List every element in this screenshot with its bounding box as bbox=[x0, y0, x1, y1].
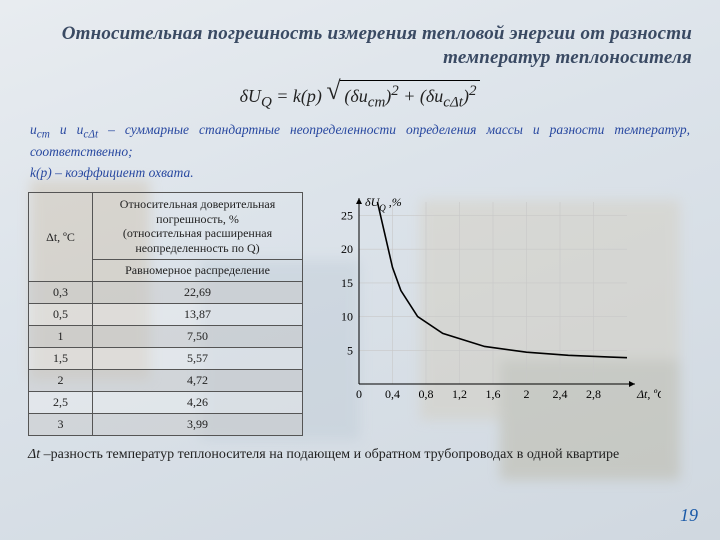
page-number: 19 bbox=[680, 505, 698, 526]
svg-text:5: 5 bbox=[347, 344, 353, 358]
table-row: 2,54,26 bbox=[29, 391, 303, 413]
table-row: 33,99 bbox=[29, 413, 303, 435]
svg-text:Δt, ºC: Δt, ºC bbox=[636, 387, 661, 401]
table-header-dt: Δt, ºC bbox=[29, 193, 93, 282]
uncertainty-chart: 0 0,4 0,8 1,2 1,6 2 2,4 2,8 5 10 15 20 25 δUQ ,% Δt, º… bbox=[321, 192, 661, 412]
main-formula: δUQ = k(p) √ (δucm)2 + (δucΔt)2 bbox=[28, 80, 692, 112]
cell-val: 4,26 bbox=[93, 391, 303, 413]
svg-text:δUQ ,%: δUQ ,% bbox=[365, 195, 402, 213]
cell-dt: 0,5 bbox=[29, 303, 93, 325]
svg-text:15: 15 bbox=[341, 276, 353, 290]
svg-text:1,2: 1,2 bbox=[452, 387, 467, 401]
footnote-dt: Δt –разность температур теплоносителя на… bbox=[28, 446, 692, 464]
page-title: Относительная погрешность измерения тепл… bbox=[28, 22, 692, 70]
svg-text:0,4: 0,4 bbox=[385, 387, 400, 401]
table-row: 1,55,57 bbox=[29, 347, 303, 369]
formula-lhs: δUQ bbox=[240, 86, 272, 106]
svg-text:20: 20 bbox=[341, 243, 353, 257]
table-header-distribution: Равномерное распределение bbox=[93, 259, 303, 281]
uncertainty-table: Δt, ºC Относительная доверительная погре… bbox=[28, 192, 303, 436]
cell-val: 13,87 bbox=[93, 303, 303, 325]
cell-dt: 1,5 bbox=[29, 347, 93, 369]
cell-dt: 3 bbox=[29, 413, 93, 435]
cell-dt: 2,5 bbox=[29, 391, 93, 413]
svg-text:10: 10 bbox=[341, 310, 353, 324]
cell-val: 22,69 bbox=[93, 281, 303, 303]
formula-eq: = k(p) bbox=[276, 86, 322, 106]
cell-val: 7,50 bbox=[93, 325, 303, 347]
table-row: 24,72 bbox=[29, 369, 303, 391]
table-header-uncertainty: Относительная доверительная погрешность,… bbox=[93, 193, 303, 260]
svg-text:25: 25 bbox=[341, 209, 353, 223]
cell-dt: 2 bbox=[29, 369, 93, 391]
table-row: 17,50 bbox=[29, 325, 303, 347]
svg-text:0,8: 0,8 bbox=[419, 387, 434, 401]
cell-val: 5,57 bbox=[93, 347, 303, 369]
svg-text:0: 0 bbox=[356, 387, 362, 401]
cell-dt: 0,3 bbox=[29, 281, 93, 303]
cell-val: 3,99 bbox=[93, 413, 303, 435]
cell-dt: 1 bbox=[29, 325, 93, 347]
svg-text:1,6: 1,6 bbox=[486, 387, 501, 401]
table-row: 0,322,69 bbox=[29, 281, 303, 303]
cell-val: 4,72 bbox=[93, 369, 303, 391]
definition-ucm: ucm и ucΔt – суммарные стандартные неопр… bbox=[30, 121, 690, 161]
definitions-block: ucm и ucΔt – суммарные стандартные неопр… bbox=[30, 121, 690, 182]
svg-text:2,4: 2,4 bbox=[553, 387, 568, 401]
table-row: 0,513,87 bbox=[29, 303, 303, 325]
svg-text:2,8: 2,8 bbox=[586, 387, 601, 401]
svg-text:2: 2 bbox=[524, 387, 530, 401]
definition-kp: k(p) – коэффициент охвата. bbox=[30, 164, 690, 182]
